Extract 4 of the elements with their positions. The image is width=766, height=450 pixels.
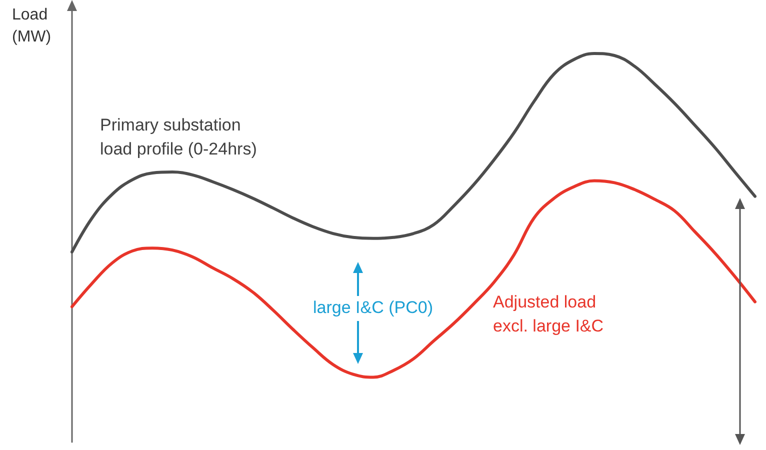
text: Primary substation load profile (0-24hrs) <box>100 116 257 158</box>
annotation: large I&C (PC0) <box>313 298 433 317</box>
series-label: Adjusted load excl. large I&C <box>493 292 604 336</box>
y-axis-title: Load (MW) <box>12 6 52 46</box>
